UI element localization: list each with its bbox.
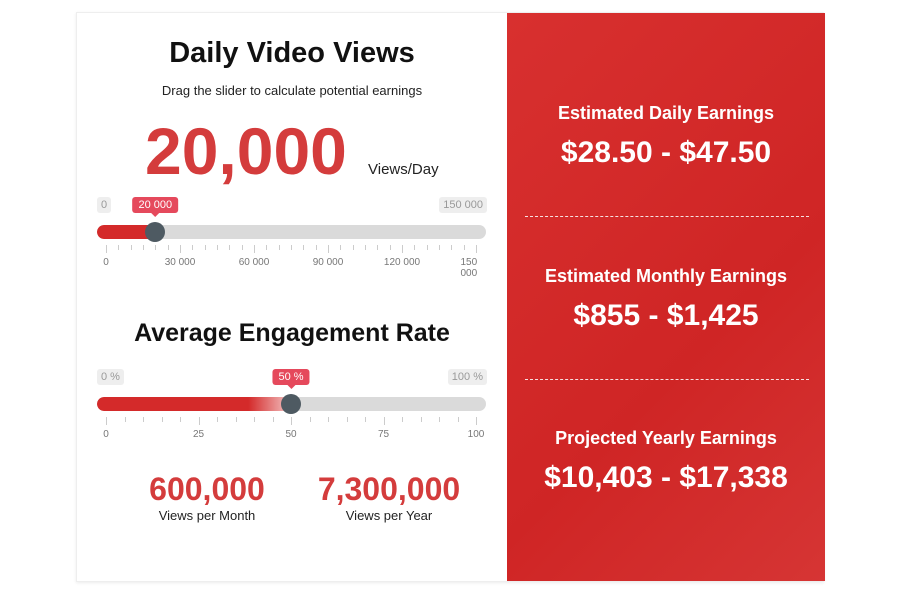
views-title: Daily Video Views — [169, 37, 415, 69]
slider-thumb[interactable] — [145, 222, 166, 242]
divider — [525, 379, 809, 380]
slider-tick-label: 90 000 — [312, 257, 344, 268]
slider-tick — [167, 245, 169, 250]
slider-max-label: 100 % — [447, 369, 487, 385]
slider-tick — [272, 417, 274, 422]
slider-tick — [365, 417, 366, 422]
slider-tick — [217, 417, 218, 422]
slider-tick — [198, 417, 200, 425]
slider-tick — [315, 245, 317, 250]
slider-tick-label: 50 — [285, 429, 297, 440]
slider-min-label: 0 — [97, 197, 112, 213]
earnings-panel: Estimated Daily Earnings $28.50 - $47.50… — [507, 13, 825, 581]
slider-tick — [291, 245, 292, 250]
slider-tick — [278, 245, 280, 250]
daily-earnings-label: Estimated Daily Earnings — [557, 103, 775, 123]
slider-tick — [155, 245, 157, 250]
slider-tick — [303, 245, 305, 250]
yearly-earnings-label: Projected Yearly Earnings — [555, 428, 777, 448]
slider-tick — [402, 245, 403, 253]
slider-tick-label: 75 — [377, 429, 390, 440]
slider-tick — [309, 417, 311, 422]
slider-tick-label: 60 000 — [238, 257, 270, 268]
slider-tick — [254, 245, 255, 253]
slider-tick — [192, 245, 194, 250]
slider-tick — [106, 417, 107, 425]
slider-tick — [217, 245, 218, 250]
slider-value-tooltip: 20 000 — [132, 197, 179, 217]
slider-tick — [143, 245, 144, 250]
slider-tick — [414, 245, 416, 250]
slider-tick — [204, 245, 206, 250]
slider-tick — [328, 245, 329, 253]
slider-tick — [476, 417, 477, 425]
slider-tick — [420, 417, 422, 422]
daily-views-value: 20,000 — [145, 114, 347, 188]
slider-tick — [229, 245, 231, 250]
slider-tick — [118, 245, 120, 250]
slider-tick — [439, 245, 440, 250]
input-panel: Daily Video Views Drag the slider to cal… — [77, 13, 507, 581]
slider-max-label: 150 000 — [439, 197, 487, 213]
slider-track[interactable] — [97, 225, 486, 239]
slider-tick-label: 30 000 — [164, 257, 196, 268]
slider-tick — [426, 245, 428, 250]
slider-min-label: 0 % — [97, 369, 124, 385]
slider-tick — [130, 245, 132, 250]
divider — [525, 216, 809, 217]
slider-tick-label: 100 — [467, 429, 485, 440]
engagement-title: Average Engagement Rate — [134, 319, 450, 347]
slider-tick-label: 120 000 — [383, 257, 421, 268]
slider-tick — [143, 417, 144, 422]
slider-tick — [365, 245, 366, 250]
slider-tick — [377, 245, 379, 250]
slider-thumb[interactable] — [281, 394, 301, 414]
views-per-year-value: 7,300,000 — [317, 471, 461, 507]
monthly-earnings-label: Estimated Monthly Earnings — [544, 266, 788, 286]
slider-tick — [254, 417, 255, 422]
slider-tick — [124, 417, 126, 422]
slider-tick — [266, 245, 268, 250]
slider-tick — [106, 245, 107, 253]
views-per-year-label: Views per Year — [345, 508, 433, 523]
slider-tick-label: 25 — [192, 429, 205, 440]
slider-tick — [476, 245, 477, 253]
daily-earnings-value: $28.50 - $47.50 — [560, 136, 772, 169]
views-subtitle: Drag the slider to calculate potential e… — [161, 83, 423, 98]
slider-tick — [291, 417, 292, 425]
slider-tick — [235, 417, 237, 422]
yearly-earnings-value: $10,403 - $17,338 — [544, 461, 788, 494]
slider-fill — [97, 225, 156, 239]
slider-tick — [352, 245, 354, 250]
earnings-calculator: Daily Video Views Drag the slider to cal… — [76, 12, 825, 582]
slider-tick — [457, 417, 459, 422]
slider-tick — [328, 417, 329, 422]
views-per-month-label: Views per Month — [158, 508, 256, 523]
slider-tick — [346, 417, 348, 422]
slider-fill — [97, 397, 291, 411]
slider-tick — [402, 417, 403, 422]
slider-tick — [161, 417, 163, 422]
daily-views-unit: Views/Day — [368, 161, 439, 178]
slider-tick-label: 0 — [103, 257, 109, 268]
slider-tick-label: 150 000 — [460, 257, 478, 279]
slider-tick — [463, 245, 465, 250]
slider-tick — [389, 245, 391, 250]
views-per-month-value: 600,000 — [149, 471, 265, 507]
slider-tick — [439, 417, 440, 422]
monthly-earnings-value: $855 - $1,425 — [573, 299, 759, 332]
slider-tick — [180, 417, 181, 422]
slider-tick — [383, 417, 385, 425]
slider-value-tooltip: 50 % — [272, 369, 310, 389]
slider-tick — [180, 245, 181, 253]
slider-tick — [340, 245, 342, 250]
slider-tick — [451, 245, 453, 250]
slider-tick-label: 0 — [103, 429, 109, 440]
slider-tick — [241, 245, 243, 250]
